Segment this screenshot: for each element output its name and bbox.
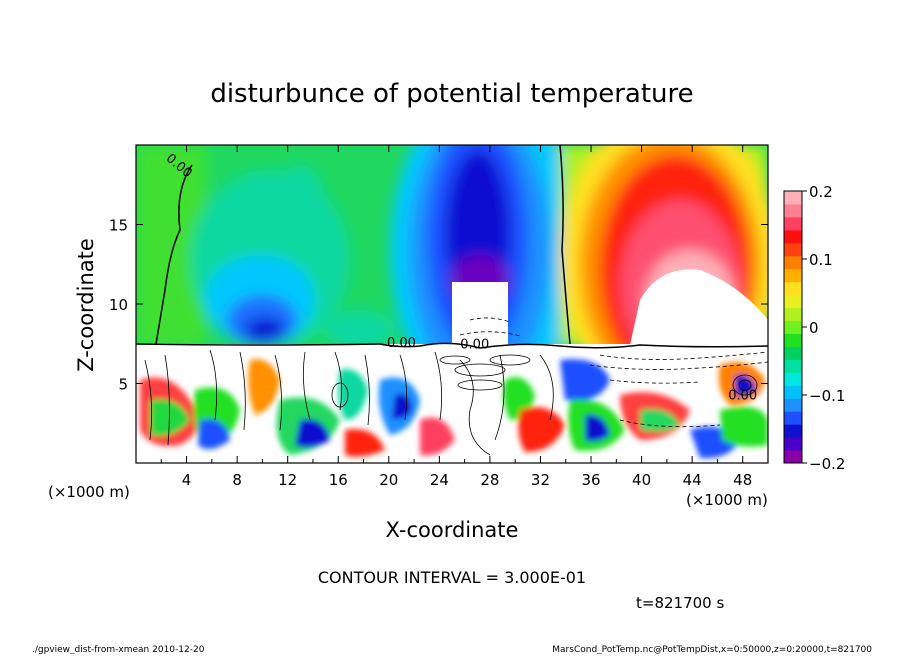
x-unit-right: (×1000 m) <box>686 491 768 509</box>
x-tick-label-9: 40 <box>632 471 651 489</box>
colorbar-swatch-9 <box>784 333 802 347</box>
white-region-right <box>630 269 768 345</box>
colorbar-tick-label-4: −0.2 <box>809 455 845 473</box>
y-tick-label-0: 5 <box>118 376 128 394</box>
colorbar-swatch-4 <box>784 398 802 412</box>
x-tick-label-11: 48 <box>733 471 752 489</box>
colorbar-swatch-18 <box>784 216 802 231</box>
x-axis-label: X-coordinate <box>386 518 519 542</box>
x-tick-label-7: 32 <box>531 471 550 489</box>
contour-lines-fine <box>144 317 768 456</box>
colorbar-swatch-2 <box>784 424 802 438</box>
colorbar-swatch-1 <box>784 437 802 451</box>
x-tick-label-5: 24 <box>430 471 449 489</box>
chart-title: disturbunce of potential temperature <box>210 79 693 109</box>
white-region-left <box>452 282 508 344</box>
colorbar-swatch-20 <box>784 191 802 205</box>
lower-patches <box>140 359 768 459</box>
x-tick-label-3: 16 <box>329 471 348 489</box>
colorbar-swatch-10 <box>784 320 802 334</box>
colorbar-swatch-7 <box>784 359 802 373</box>
x-tick-label-2: 12 <box>278 471 297 489</box>
colorbar-swatch-13 <box>784 281 802 296</box>
y-axis: 5 10 15 <box>109 217 768 394</box>
x-unit-left: (×1000 m) <box>48 483 130 501</box>
colorbar-swatch-11 <box>784 307 802 322</box>
contour-lines <box>136 145 768 349</box>
y-axis-label: Z-coordinate <box>74 238 98 372</box>
contour-label-3: 0.00 <box>728 388 757 403</box>
contour-interval: CONTOUR INTERVAL = 3.000E-01 <box>318 568 586 587</box>
contour-label-1: 0.00 <box>387 336 416 351</box>
colorbar-swatch-17 <box>784 229 802 244</box>
x-axis: 4 8 12 16 20 24 28 32 36 40 44 48 <box>160 145 752 489</box>
x-tick-label-1: 8 <box>232 471 242 489</box>
colorbar-swatch-12 <box>784 294 802 309</box>
x-tick-label-10: 44 <box>683 471 702 489</box>
colorbar-tick-label-3: −0.1 <box>809 387 845 405</box>
contour-label-2: 0.00 <box>460 338 489 353</box>
colorbar: 0.2 0.1 0 −0.1 −0.2 <box>783 183 845 473</box>
colorbar-swatch-0 <box>784 450 802 464</box>
footer-left: ./gpview_dist-from-xmean 2010-12-20 <box>32 645 205 654</box>
colorbar-swatch-14 <box>784 268 802 283</box>
x-tick-label-0: 4 <box>182 471 192 489</box>
contour-labels: 0.000.00 0.000.00 <box>163 151 757 403</box>
colorbar-tick-label-2: 0 <box>809 319 819 337</box>
footer-right: MarsCond_PotTemp.nc@PotTempDist,x=0:5000… <box>552 645 872 654</box>
colorbar-swatch-15 <box>784 255 802 270</box>
colorbar-swatch-6 <box>784 372 802 386</box>
x-tick-label-6: 28 <box>480 471 499 489</box>
colorbar-swatch-5 <box>784 385 802 399</box>
y-tick-label-2: 15 <box>109 217 128 235</box>
x-tick-label-8: 36 <box>581 471 600 489</box>
x-tick-label-4: 20 <box>379 471 398 489</box>
colorbar-swatch-16 <box>784 242 802 257</box>
colorbar-tick-label-1: 0.1 <box>809 251 833 269</box>
colorbar-swatch-8 <box>784 346 802 360</box>
colorbar-swatch-19 <box>784 203 802 218</box>
time-label: t=821700 s <box>636 594 724 612</box>
plot-area: 0.000.00 0.000.00 <box>136 145 768 463</box>
colorbar-tick-label-0: 0.2 <box>809 183 833 201</box>
y-tick-label-1: 10 <box>109 296 128 314</box>
colorbar-swatch-3 <box>784 411 802 425</box>
